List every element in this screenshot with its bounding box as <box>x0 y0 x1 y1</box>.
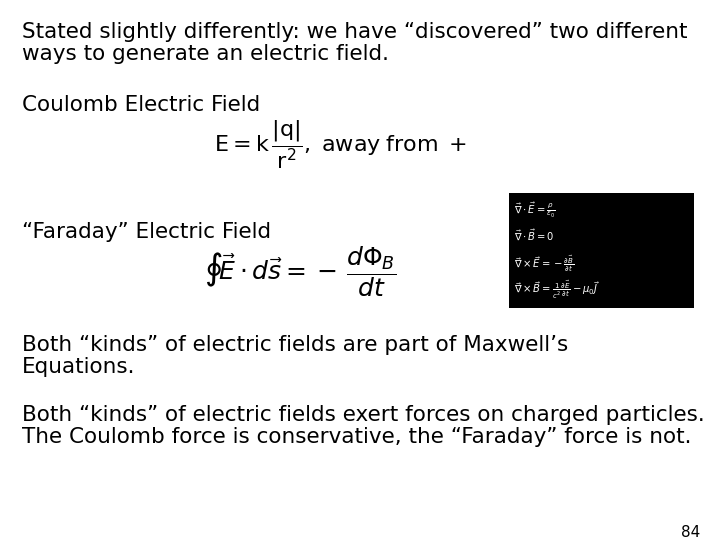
Text: ways to generate an electric field.: ways to generate an electric field. <box>22 44 389 64</box>
Text: “Faraday” Electric Field: “Faraday” Electric Field <box>22 222 271 242</box>
Text: Stated slightly differently: we have “discovered” two different: Stated slightly differently: we have “di… <box>22 22 688 42</box>
Text: $\oint\!\vec{E}\cdot d\vec{s} = -\,\dfrac{d\Phi_B}{dt}$: $\oint\!\vec{E}\cdot d\vec{s} = -\,\dfra… <box>204 245 396 299</box>
Text: Both “kinds” of electric fields exert forces on charged particles.: Both “kinds” of electric fields exert fo… <box>22 405 705 425</box>
Text: $\vec{\nabla}\cdot\vec{B}=0$: $\vec{\nabla}\cdot\vec{B}=0$ <box>514 227 554 242</box>
Text: The Coulomb force is conservative, the “Faraday” force is not.: The Coulomb force is conservative, the “… <box>22 427 691 447</box>
Text: $\mathrm{E = k}\,\dfrac{|\mathrm{q}|}{\mathrm{r}^2}\mathrm{,\;away\;from\;+}$: $\mathrm{E = k}\,\dfrac{|\mathrm{q}|}{\m… <box>214 118 467 171</box>
Text: Both “kinds” of electric fields are part of Maxwell’s: Both “kinds” of electric fields are part… <box>22 335 568 355</box>
Text: 84: 84 <box>680 525 700 540</box>
Text: Coulomb Electric Field: Coulomb Electric Field <box>22 95 260 115</box>
Bar <box>509 193 694 308</box>
Text: Equations.: Equations. <box>22 357 135 377</box>
Text: $\vec{\nabla}\times\vec{E}=-\frac{\partial\vec{B}}{\partial t}$: $\vec{\nabla}\times\vec{E}=-\frac{\parti… <box>514 253 575 274</box>
Text: $\vec{\nabla}\cdot\vec{E}=\frac{\rho}{\epsilon_0}$: $\vec{\nabla}\cdot\vec{E}=\frac{\rho}{\e… <box>514 201 556 220</box>
Text: $\vec{\nabla}\times\vec{B}=\frac{1}{c^2}\frac{\partial\vec{E}}{\partial t}-\mu_0: $\vec{\nabla}\times\vec{B}=\frac{1}{c^2}… <box>514 279 600 301</box>
